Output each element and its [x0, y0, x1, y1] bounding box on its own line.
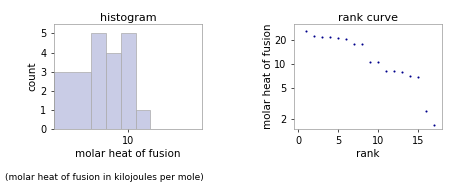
X-axis label: molar heat of fusion: molar heat of fusion: [75, 149, 181, 159]
X-axis label: rank: rank: [356, 149, 380, 159]
Title: rank curve: rank curve: [338, 13, 398, 23]
Title: histogram: histogram: [100, 13, 156, 23]
Bar: [121, 33, 136, 129]
Bar: [54, 72, 91, 129]
Y-axis label: count: count: [28, 62, 37, 91]
Text: (molar heat of fusion in kilojoules per mole): (molar heat of fusion in kilojoules per …: [5, 173, 203, 182]
Y-axis label: molar heat of fusion: molar heat of fusion: [262, 24, 272, 129]
Bar: [91, 33, 106, 129]
Bar: [106, 52, 121, 129]
Bar: [136, 110, 150, 129]
